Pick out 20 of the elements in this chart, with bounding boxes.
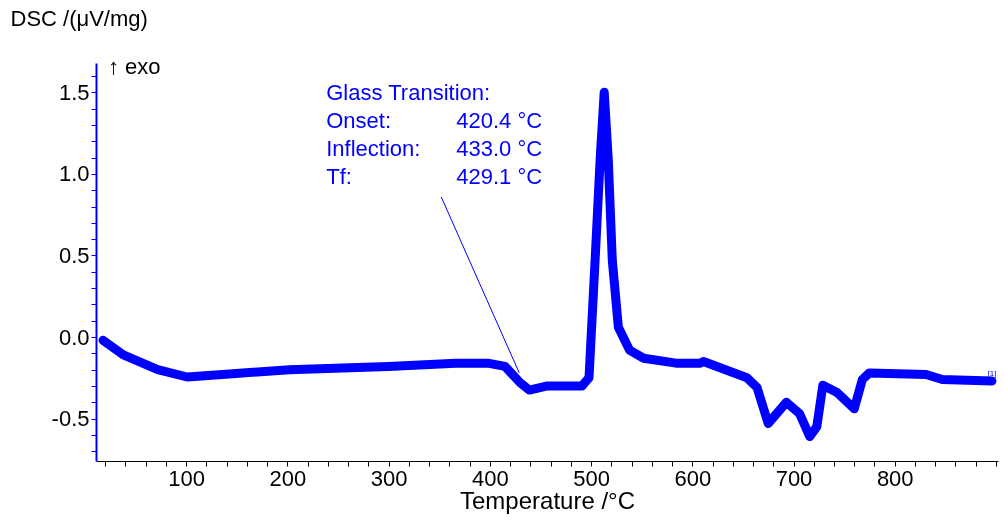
annotation: Inflection:	[326, 136, 421, 161]
annotation: 433.0 °C	[456, 136, 543, 161]
x-tick-label: 300	[370, 465, 408, 491]
annotation: Tf:	[326, 164, 352, 189]
annotation: ↑ exo	[108, 54, 161, 79]
annotation: 429.1 °C	[456, 164, 543, 189]
y-tick-label: 1.0	[58, 161, 90, 187]
x-tick-label: 700	[775, 465, 813, 491]
x-tick-label: 800	[876, 465, 914, 491]
y-tick-label: -0.5	[51, 406, 90, 432]
annotation: 420.4 °C	[456, 108, 543, 133]
annotation: Onset:	[326, 108, 392, 133]
y-tick-label: 0.0	[58, 324, 90, 350]
y-tick-label: 1.5	[58, 79, 90, 105]
x-tick-label: 200	[269, 465, 307, 491]
x-tick-label: 600	[674, 465, 712, 491]
y-axis-title: DSC /(μV/mg)	[10, 5, 148, 31]
x-tick-label: 100	[168, 465, 205, 491]
y-tick-label: 0.5	[58, 242, 90, 268]
annotation: Glass Transition:	[326, 80, 491, 105]
